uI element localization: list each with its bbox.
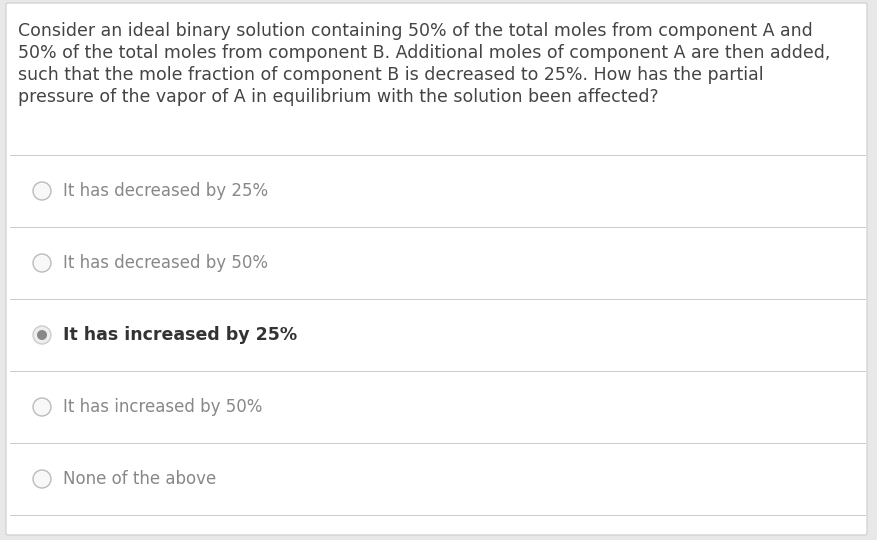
Text: pressure of the vapor of A in equilibrium with the solution been affected?: pressure of the vapor of A in equilibriu… <box>18 88 659 106</box>
Text: It has decreased by 50%: It has decreased by 50% <box>63 254 268 272</box>
Text: such that the mole fraction of component B is decreased to 25%. How has the part: such that the mole fraction of component… <box>18 66 764 84</box>
Text: It has increased by 25%: It has increased by 25% <box>63 326 297 344</box>
Circle shape <box>37 330 47 340</box>
Circle shape <box>33 254 51 272</box>
Circle shape <box>33 326 51 344</box>
Text: None of the above: None of the above <box>63 470 217 488</box>
Circle shape <box>33 182 51 200</box>
Text: Consider an ideal binary solution containing 50% of the total moles from compone: Consider an ideal binary solution contai… <box>18 22 813 40</box>
Text: 50% of the total moles from component B. Additional moles of component A are the: 50% of the total moles from component B.… <box>18 44 831 62</box>
Text: It has increased by 50%: It has increased by 50% <box>63 398 262 416</box>
FancyBboxPatch shape <box>6 3 867 535</box>
Circle shape <box>33 398 51 416</box>
Text: It has decreased by 25%: It has decreased by 25% <box>63 182 268 200</box>
Circle shape <box>33 470 51 488</box>
